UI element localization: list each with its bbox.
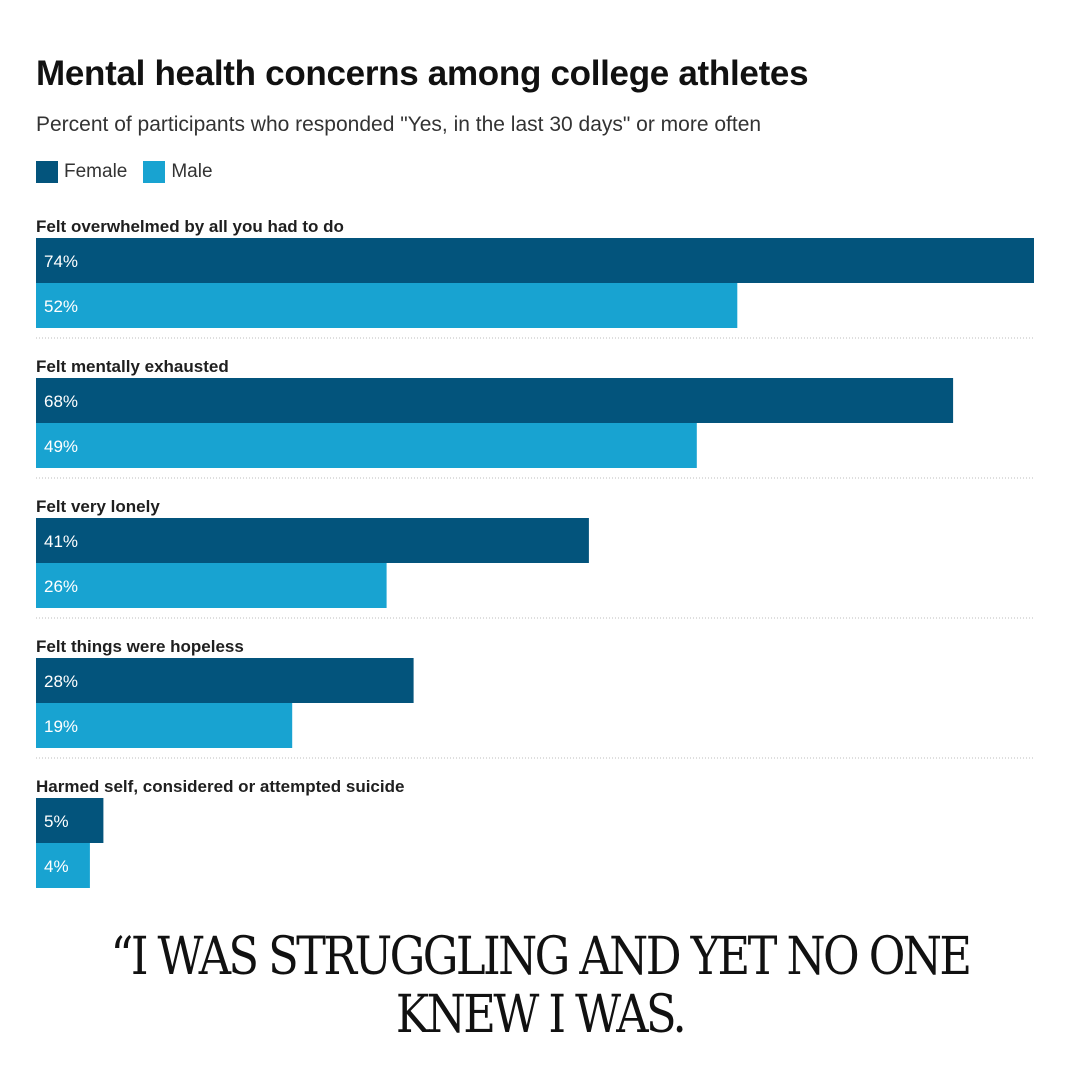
category-label-felt-overwhelmed-by-all-you-had-to-do: Felt overwhelmed by all you had to do bbox=[36, 217, 344, 236]
bar-male-felt-things-were-hopeless bbox=[36, 703, 293, 748]
pull-quote: “I WAS STRUGGLING AND YET NO ONE KNEW I … bbox=[110, 927, 973, 1045]
chart-subtitle: Percent of participants who responded "Y… bbox=[36, 113, 762, 136]
bar-group-felt-overwhelmed-by-all-you-had-to-do: Felt overwhelmed by all you had to do 74%… bbox=[36, 217, 1034, 339]
data-label-female-felt-overwhelmed-by-all-you-had-to-do: 74% bbox=[44, 252, 78, 271]
data-label-female-felt-very-lonely: 41% bbox=[44, 532, 78, 551]
legend-label-female: Female bbox=[64, 161, 128, 182]
data-label-female-harmed-self-considered-or-attempted-suicide: 5% bbox=[44, 812, 69, 831]
data-label-male-felt-things-were-hopeless: 19% bbox=[44, 717, 78, 736]
data-label-female-felt-things-were-hopeless: 28% bbox=[44, 672, 78, 691]
bar-male-felt-very-lonely bbox=[36, 563, 387, 608]
chart-legend: Female Male bbox=[36, 160, 229, 184]
data-label-male-harmed-self-considered-or-attempted-suicide: 4% bbox=[44, 857, 69, 876]
data-label-male-felt-very-lonely: 26% bbox=[44, 577, 78, 596]
bar-group-harmed-self-considered-or-attempted-suicide: Harmed self, considered or attempted sui… bbox=[36, 777, 404, 888]
legend-item-female: Female bbox=[36, 161, 127, 183]
bar-chart: Felt overwhelmed by all you had to do 74%… bbox=[36, 217, 1034, 888]
bar-female-felt-things-were-hopeless bbox=[36, 658, 414, 703]
data-label-male-felt-mentally-exhausted: 49% bbox=[44, 437, 78, 456]
chart-title: Mental health concerns among college ath… bbox=[36, 54, 809, 93]
bar-female-felt-very-lonely bbox=[36, 518, 589, 563]
data-label-female-felt-mentally-exhausted: 68% bbox=[44, 392, 78, 411]
data-label-male-felt-overwhelmed-by-all-you-had-to-do: 52% bbox=[44, 297, 78, 316]
bar-male-felt-overwhelmed-by-all-you-had-to-do bbox=[36, 283, 738, 328]
legend-label-male: Male bbox=[171, 161, 213, 182]
bar-female-felt-mentally-exhausted bbox=[36, 378, 954, 423]
category-label-harmed-self-considered-or-attempted-suicide: Harmed self, considered or attempted sui… bbox=[36, 777, 404, 796]
bar-group-felt-very-lonely: Felt very lonely 41% 26% bbox=[36, 497, 1034, 619]
legend-swatch-male bbox=[143, 161, 166, 183]
category-label-felt-mentally-exhausted: Felt mentally exhausted bbox=[36, 357, 229, 376]
bar-female-harmed-self-considered-or-attempted-suicide bbox=[36, 798, 104, 843]
bar-group-felt-things-were-hopeless: Felt things were hopeless 28% 19% bbox=[36, 637, 1034, 759]
legend-item-male: Male bbox=[143, 161, 213, 183]
bar-male-felt-mentally-exhausted bbox=[36, 423, 697, 468]
legend-swatch-female bbox=[36, 161, 58, 183]
category-label-felt-very-lonely: Felt very lonely bbox=[36, 497, 160, 516]
category-label-felt-things-were-hopeless: Felt things were hopeless bbox=[36, 637, 244, 656]
bar-group-felt-mentally-exhausted: Felt mentally exhausted 68% 49% bbox=[36, 357, 1034, 479]
bar-male-harmed-self-considered-or-attempted-suicide bbox=[36, 843, 90, 888]
bar-female-felt-overwhelmed-by-all-you-had-to-do bbox=[36, 238, 1034, 283]
